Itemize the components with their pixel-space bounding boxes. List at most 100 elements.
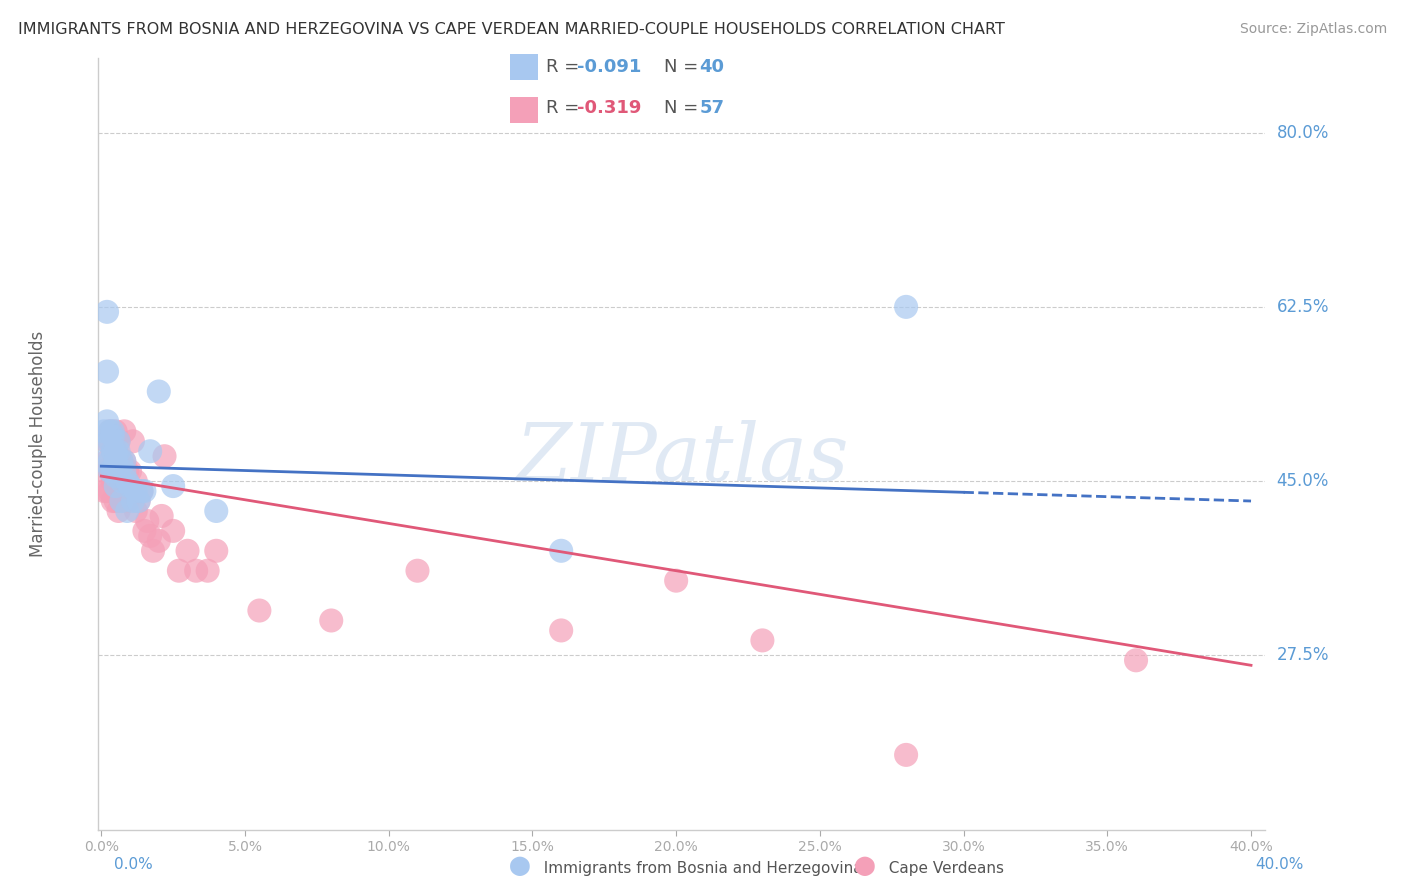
Text: 40: 40 [699, 58, 724, 76]
Text: IMMIGRANTS FROM BOSNIA AND HERZEGOVINA VS CAPE VERDEAN MARRIED-COUPLE HOUSEHOLDS: IMMIGRANTS FROM BOSNIA AND HERZEGOVINA V… [18, 22, 1005, 37]
Text: N =: N = [664, 99, 703, 117]
Point [128, 494, 150, 508]
Point [136, 514, 159, 528]
Point [125, 474, 148, 488]
Point [98, 464, 121, 478]
Point [406, 564, 429, 578]
Point [125, 504, 148, 518]
Point [107, 434, 129, 449]
Point [101, 425, 124, 439]
Point [101, 474, 124, 488]
Point [107, 444, 129, 458]
Point [176, 543, 198, 558]
Point [115, 474, 138, 488]
Point [101, 444, 124, 458]
Text: 80.0%: 80.0% [1277, 124, 1329, 142]
Point [112, 464, 135, 478]
Point [167, 564, 190, 578]
Point [93, 454, 115, 468]
Point [162, 524, 184, 538]
Point [107, 464, 129, 478]
Point [115, 494, 138, 508]
Point [247, 603, 270, 617]
Text: 45.0%: 45.0% [1277, 472, 1329, 490]
Point [131, 484, 153, 499]
Point [107, 469, 129, 483]
Text: 57: 57 [699, 99, 724, 117]
Point [118, 479, 141, 493]
Point [205, 504, 228, 518]
Text: N =: N = [664, 58, 703, 76]
Text: Cape Verdeans: Cape Verdeans [879, 861, 1004, 876]
Point [110, 469, 132, 483]
Point [110, 454, 132, 468]
Point [96, 484, 118, 499]
Point [122, 494, 145, 508]
Text: 62.5%: 62.5% [1277, 298, 1329, 316]
Point [115, 504, 138, 518]
Point [98, 454, 121, 468]
Point [139, 444, 162, 458]
Point [107, 449, 129, 463]
Point [98, 434, 121, 449]
Point [96, 365, 118, 379]
Point [112, 454, 135, 468]
Point [93, 484, 115, 499]
Point [118, 484, 141, 499]
Point [96, 305, 118, 319]
Point [125, 484, 148, 499]
Point [142, 543, 165, 558]
Text: Source: ZipAtlas.com: Source: ZipAtlas.com [1240, 22, 1388, 37]
Point [96, 434, 118, 449]
Point [321, 614, 343, 628]
Point [96, 454, 118, 468]
Point [112, 484, 135, 499]
Point [148, 384, 170, 399]
Point [104, 444, 127, 458]
Point [153, 449, 176, 463]
Point [134, 484, 156, 499]
Point [162, 479, 184, 493]
Point [150, 508, 173, 523]
Point [104, 425, 127, 439]
Point [148, 533, 170, 548]
Point [122, 434, 145, 449]
Text: -0.091: -0.091 [578, 58, 641, 76]
Point [98, 464, 121, 478]
Text: 27.5%: 27.5% [1277, 647, 1329, 665]
Point [131, 484, 153, 499]
Point [139, 529, 162, 543]
Point [550, 543, 572, 558]
Point [101, 464, 124, 478]
Text: ZIPatlas: ZIPatlas [515, 420, 849, 498]
Point [1125, 653, 1147, 667]
Point [110, 494, 132, 508]
Point [96, 434, 118, 449]
Point [104, 464, 127, 478]
Point [110, 454, 132, 468]
Point [550, 624, 572, 638]
Text: R =: R = [546, 58, 585, 76]
Point [205, 543, 228, 558]
Text: 40.0%: 40.0% [1256, 857, 1303, 872]
Point [118, 464, 141, 478]
Point [115, 464, 138, 478]
Point [101, 444, 124, 458]
Text: ⬤: ⬤ [509, 856, 531, 876]
Point [751, 633, 773, 648]
Text: Married-couple Households: Married-couple Households [28, 331, 46, 557]
Point [98, 434, 121, 449]
Point [894, 300, 917, 314]
Point [112, 425, 135, 439]
Text: 0.0%: 0.0% [114, 857, 153, 872]
Point [134, 524, 156, 538]
Point [104, 454, 127, 468]
Point [101, 429, 124, 443]
Point [110, 474, 132, 488]
Point [128, 494, 150, 508]
Point [101, 494, 124, 508]
Point [98, 425, 121, 439]
Point [110, 494, 132, 508]
Point [96, 414, 118, 428]
Point [186, 564, 208, 578]
